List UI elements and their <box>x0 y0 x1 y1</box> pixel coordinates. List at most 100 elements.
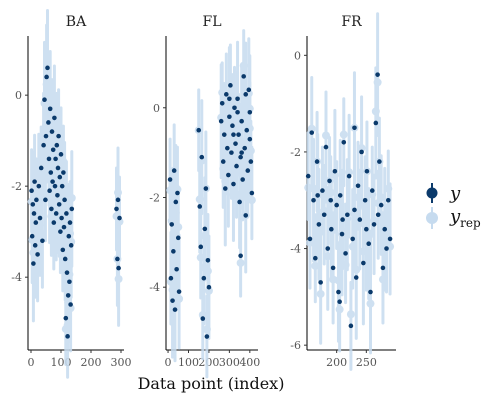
panel-fl: FL-4-200 100 200 300 400 <box>149 14 260 379</box>
yrep-point <box>174 223 183 232</box>
y-point <box>387 236 393 242</box>
yrep-point <box>311 261 320 270</box>
y-point <box>53 211 59 216</box>
yrep-intervals <box>27 9 124 379</box>
y-point <box>343 251 348 256</box>
legend: y yrep <box>426 183 481 230</box>
y-point <box>219 100 225 106</box>
y-point <box>204 334 210 339</box>
y-point <box>248 159 254 164</box>
y-point <box>350 236 355 242</box>
y-tick-label: 0 <box>153 102 160 115</box>
yrep-point <box>323 252 332 261</box>
y-point <box>200 316 206 321</box>
y-point <box>55 165 61 171</box>
y-point <box>37 215 43 221</box>
y-point <box>352 207 357 213</box>
y-point <box>227 96 232 102</box>
y-point <box>66 233 72 239</box>
y-point <box>59 215 64 221</box>
yrep-point <box>352 265 361 274</box>
y-point <box>198 244 204 250</box>
y-point <box>60 247 66 253</box>
y-point <box>206 284 212 290</box>
y-point <box>64 270 70 275</box>
y-point <box>316 222 322 227</box>
y-point <box>311 197 316 203</box>
y-point <box>36 183 42 189</box>
y-point <box>115 197 121 203</box>
y-points <box>305 72 393 329</box>
y-point <box>340 217 345 222</box>
y-point <box>45 65 50 71</box>
y-point <box>62 197 67 203</box>
yrep-point <box>321 131 330 140</box>
x-tick-label: 100 <box>178 356 199 369</box>
y-point <box>373 120 379 126</box>
y-point <box>239 118 244 124</box>
y-point <box>233 141 238 146</box>
y-point <box>65 293 71 298</box>
y-tick-label: 0 <box>15 89 22 102</box>
y-point <box>29 188 34 194</box>
y-point <box>371 222 377 227</box>
yrep-point <box>355 219 364 228</box>
yrep-point <box>346 310 355 319</box>
y-point <box>231 132 236 137</box>
y-point <box>116 265 121 271</box>
y-point <box>38 165 44 171</box>
y-point <box>61 224 67 230</box>
y-point <box>320 188 325 193</box>
legend-sub-yrep: rep <box>460 216 481 230</box>
y-points <box>29 65 122 339</box>
y-point <box>345 212 350 218</box>
y-point <box>40 238 45 244</box>
y-point <box>202 226 208 232</box>
y-point <box>245 168 251 173</box>
yrep-point <box>307 124 316 133</box>
legend-label-yrep: y <box>449 206 461 227</box>
y-point <box>115 256 120 262</box>
y-point <box>336 289 341 295</box>
y-point <box>380 265 386 271</box>
legend-marker-y <box>426 187 438 199</box>
y-point <box>203 186 209 191</box>
y-point <box>170 298 175 303</box>
x-tick-label: 200 <box>326 356 347 369</box>
y-point <box>341 139 347 145</box>
x-tick-label: 250 <box>356 356 377 369</box>
y-point <box>34 197 39 203</box>
y-point <box>325 246 331 251</box>
y-point <box>305 173 311 179</box>
yrep-point <box>326 188 335 197</box>
x-tick-label: 0 <box>28 356 35 369</box>
panel-title: FR <box>341 14 362 30</box>
y-point <box>197 204 203 209</box>
panel-title: FL <box>202 14 221 30</box>
y-point <box>63 315 69 321</box>
y-point <box>314 159 320 164</box>
y-point <box>52 183 58 189</box>
y-point <box>62 256 68 262</box>
y-point <box>52 115 57 121</box>
legend-label-y: y <box>449 183 461 204</box>
y-point <box>64 211 69 216</box>
y-point <box>43 133 49 139</box>
y-point <box>235 109 240 115</box>
y-point <box>49 129 55 134</box>
y-point <box>337 193 343 198</box>
y-point <box>67 220 73 225</box>
y-point <box>234 163 239 169</box>
y-point <box>221 132 227 137</box>
x-tick-label: 200 <box>81 356 102 369</box>
y-point <box>334 202 339 208</box>
y-point <box>68 302 73 307</box>
y-point <box>362 197 368 203</box>
y-point <box>59 183 65 189</box>
y-point <box>218 118 224 124</box>
y-point <box>232 105 237 111</box>
y-point <box>330 265 336 271</box>
y-point <box>168 275 174 281</box>
y-point <box>176 289 182 294</box>
